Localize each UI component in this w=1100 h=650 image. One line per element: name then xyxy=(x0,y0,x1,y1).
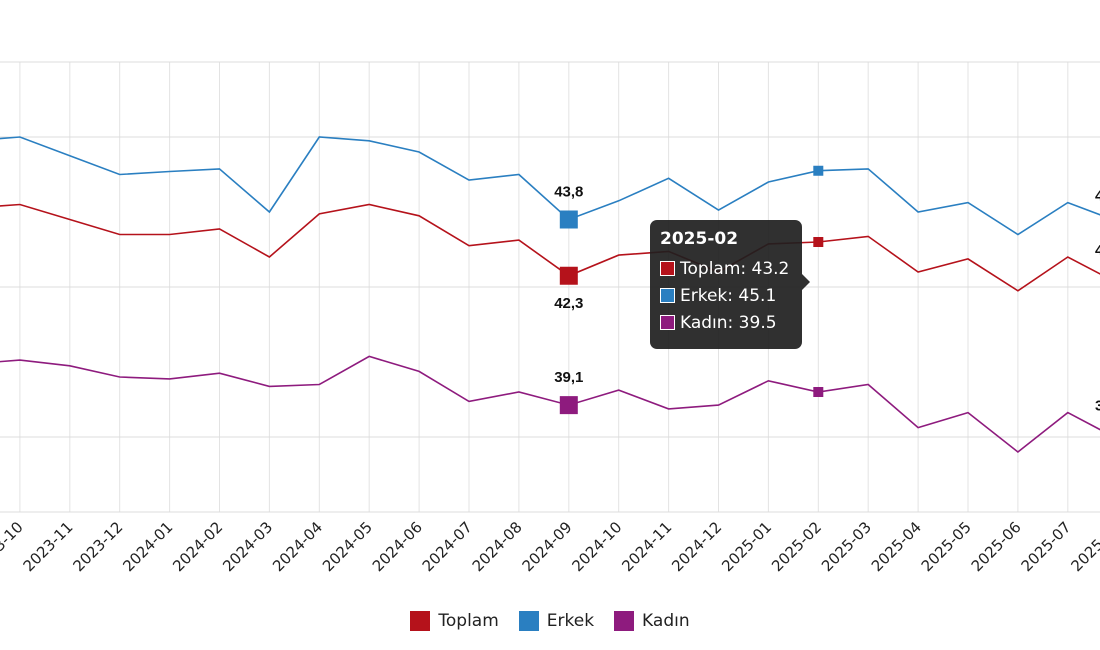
x-tick-label: 2025-07 xyxy=(1018,518,1075,575)
series-layer xyxy=(0,136,1100,454)
legend-label-toplam: Toplam xyxy=(438,611,499,631)
legend-label-kadin: Kadın xyxy=(642,611,690,631)
legend-item-kadin[interactable]: Kadın xyxy=(614,611,690,631)
x-tick-label: 2024-09 xyxy=(519,518,576,575)
x-tick-label: 2024-11 xyxy=(618,518,675,575)
x-tick-label: 2024-02 xyxy=(169,518,226,575)
x-tick-label: 2024-10 xyxy=(568,518,625,575)
series-line-kadin[interactable] xyxy=(0,355,1100,454)
x-tick-label: 2025-02 xyxy=(768,518,825,575)
x-tick-label: 2023-11 xyxy=(20,518,77,575)
data-label: 43,8 xyxy=(554,184,583,201)
highlight-marker-toplam[interactable] xyxy=(559,266,578,285)
edge-data-label: 3 xyxy=(1095,398,1100,415)
x-tick-label: 2025-04 xyxy=(868,518,925,575)
x-tick-label: 2024-03 xyxy=(219,518,276,575)
tooltip-text-toplam: Toplam: 43.2 xyxy=(680,258,790,279)
tooltip-swatch-toplam xyxy=(660,261,675,276)
hover-marker-kadin[interactable] xyxy=(813,387,824,397)
x-tick-label: 2025-01 xyxy=(718,518,775,575)
x-tick-label: 2024-12 xyxy=(668,518,725,575)
series-line-erkek[interactable] xyxy=(0,136,1100,236)
edge-data-label: 4 xyxy=(1095,242,1100,259)
data-label: 39,1 xyxy=(554,369,583,386)
series-line-toplam[interactable] xyxy=(0,203,1100,292)
tooltip-row-kadin: Kadın: 39.5 xyxy=(660,309,792,336)
x-tick-label: 2024-04 xyxy=(269,518,326,575)
legend-label-erkek: Erkek xyxy=(546,611,595,631)
hover-marker-toplam[interactable] xyxy=(813,237,824,247)
highlight-marker-kadin[interactable] xyxy=(559,396,578,415)
labels-layer: 43,8 42,3 39,1 4 4 3 xyxy=(554,184,1100,415)
legend-item-erkek[interactable]: Erkek xyxy=(518,611,595,631)
x-axis-ticks: 2023-092023-102023-112023-122024-012024-… xyxy=(0,518,1100,575)
legend-swatch-erkek xyxy=(518,611,539,631)
x-tick-label: 2024-08 xyxy=(469,518,526,575)
x-tick-label: 2025-03 xyxy=(818,518,875,575)
highlight-marker-erkek[interactable] xyxy=(559,210,578,229)
edge-data-label: 4 xyxy=(1095,188,1100,205)
tooltip-text-erkek: Erkek: 45.1 xyxy=(680,285,777,306)
legend-swatch-toplam xyxy=(410,611,431,631)
x-tick-label: 2024-05 xyxy=(319,518,376,575)
tooltip-swatch-erkek xyxy=(660,288,675,303)
hover-marker-erkek[interactable] xyxy=(813,165,824,176)
grid-layer xyxy=(0,61,1100,513)
x-tick-label: 2023-12 xyxy=(69,518,126,575)
markers-layer xyxy=(559,165,824,415)
tooltip-swatch-kadin xyxy=(660,315,675,330)
tooltip-row-erkek: Erkek: 45.1 xyxy=(660,282,792,309)
tooltip: 2025-02 Toplam: 43.2 Erkek: 45.1 Kadın: … xyxy=(650,220,810,349)
x-tick-label: 2024-07 xyxy=(419,518,476,575)
x-tick-label: 2025-08 xyxy=(1067,518,1100,575)
tooltip-arrow xyxy=(802,274,810,290)
x-tick-label: 2024-01 xyxy=(119,518,176,575)
x-tick-label: 2024-06 xyxy=(369,518,426,575)
tooltip-text-kadin: Kadın: 39.5 xyxy=(680,312,777,333)
x-tick-label: 2025-06 xyxy=(968,518,1025,575)
tooltip-row-toplam: Toplam: 43.2 xyxy=(660,255,792,282)
x-tick-label: 2025-05 xyxy=(918,518,975,575)
legend: Toplam Erkek Kadın xyxy=(0,611,1100,631)
data-label: 42,3 xyxy=(554,295,583,312)
legend-item-toplam[interactable]: Toplam xyxy=(410,611,499,631)
tooltip-title: 2025-02 xyxy=(660,229,739,249)
legend-swatch-kadin xyxy=(614,611,635,631)
